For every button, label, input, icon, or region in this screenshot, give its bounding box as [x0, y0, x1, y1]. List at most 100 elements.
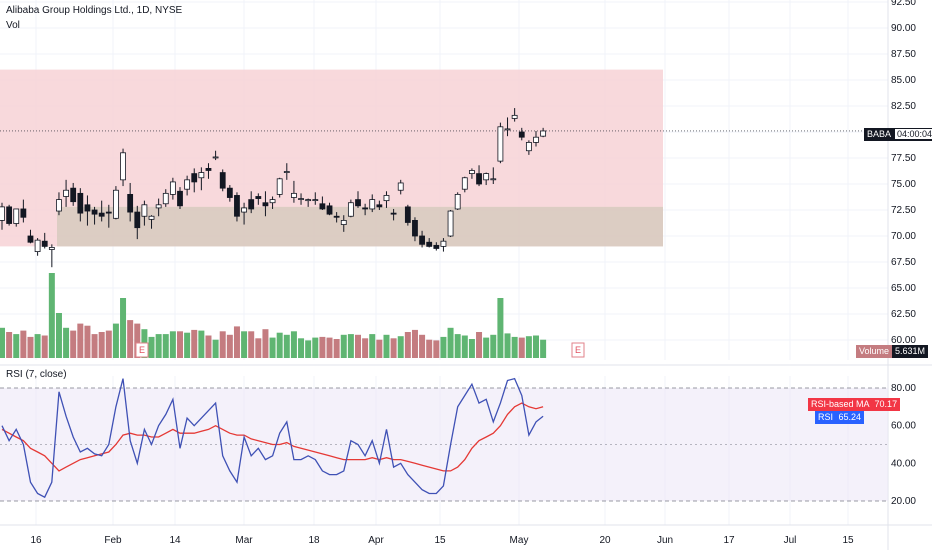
candle-body: [461, 177, 468, 190]
candle-body: [326, 205, 333, 215]
candle-body: [433, 244, 440, 249]
candle-body: [248, 199, 255, 210]
candle-body: [56, 199, 62, 212]
volume-bar: [511, 336, 518, 358]
price-axis: 92.5090.0087.5085.0082.5080.0077.5075.00…: [891, 0, 916, 346]
candle-body: [98, 212, 105, 217]
volume-bar: [340, 334, 347, 358]
candle-body: [0, 206, 5, 221]
rsi-axis-label: 80.00: [891, 383, 916, 394]
volume-bar: [226, 334, 233, 358]
volume-bar: [0, 327, 5, 358]
candle-body: [241, 207, 247, 213]
range-box-grey: [57, 206, 663, 247]
rsi-legend-label[interactable]: RSI (7, close): [6, 369, 67, 380]
candle-body: [312, 199, 319, 202]
rsi-label: RSI: [818, 412, 834, 422]
volume-bar: [255, 338, 262, 358]
candle-body: [511, 114, 518, 119]
candle-body: [269, 199, 276, 204]
time-axis-label: 17: [723, 535, 735, 546]
candle-body: [305, 199, 312, 202]
time-axis-label: 16: [30, 535, 42, 546]
rsi-line: [1, 377, 544, 499]
rsi-tag: RSI 65.24: [815, 411, 865, 424]
volume-bar: [347, 334, 354, 358]
price-axis-label: 92.50: [891, 0, 916, 8]
price-axis-label: 85.00: [891, 75, 916, 86]
candle-body: [70, 187, 77, 203]
time-axis-label: 15: [434, 535, 446, 546]
volume-bar: [383, 334, 390, 358]
time-axis-label: Jun: [657, 535, 673, 546]
candle-body: [291, 192, 297, 198]
candle-body: [120, 152, 126, 181]
volume-bar: [440, 336, 447, 358]
symbol-label: BABA: [867, 129, 891, 139]
volume-bar: [298, 338, 305, 358]
volume-bar: [77, 323, 84, 358]
candle-body: [469, 170, 475, 174]
candle-body: [48, 247, 55, 250]
volume-bar: [169, 331, 176, 358]
volume-bar: [476, 332, 483, 358]
candle-body: [355, 199, 361, 207]
volume-bar: [13, 334, 20, 358]
volume-bar: [55, 313, 62, 358]
volume-bar: [369, 334, 376, 358]
volume-bar: [362, 338, 369, 358]
price-axis-label: 77.50: [891, 153, 916, 164]
volume-bar: [326, 337, 333, 358]
candle-body: [6, 206, 13, 224]
volume-bar: [404, 332, 411, 358]
candle-body: [34, 239, 41, 253]
volume-bar: [198, 330, 205, 358]
candle-body: [397, 182, 404, 191]
candle-body: [525, 141, 532, 152]
rsi-value: 65.24: [838, 412, 862, 422]
time-axis-label: Jul: [784, 535, 797, 546]
volume-bar: [319, 336, 326, 358]
volume-bar: [290, 331, 297, 358]
candle-body: [340, 219, 347, 225]
volume-bar: [241, 331, 248, 358]
price-axis-label: 87.50: [891, 49, 916, 60]
candle-body: [490, 178, 497, 181]
candle-body: [298, 198, 304, 200]
volume-bar: [127, 320, 134, 358]
time-axis-label: 18: [308, 535, 320, 546]
volume-bar: [34, 334, 41, 358]
rsi-ma-value: 70.17: [874, 399, 898, 409]
candle-body: [205, 167, 212, 171]
chart-title: Alibaba Group Holdings Ltd., 1D, NYSE: [6, 5, 183, 16]
candle-body: [134, 211, 141, 229]
candle-body: [454, 193, 461, 210]
candle-body: [404, 206, 411, 223]
rsi-axis-label: 20.00: [891, 496, 916, 507]
volume-bar: [84, 325, 91, 358]
volume-bar: [312, 337, 319, 358]
candle-body: [20, 208, 27, 218]
candle-body: [376, 204, 383, 208]
volume-bar: [105, 330, 112, 358]
volume-bar: [70, 330, 77, 358]
candle-body: [162, 192, 169, 205]
volume-bar: [269, 337, 276, 358]
candle-body: [447, 210, 454, 237]
price-axis-label: 62.50: [891, 309, 916, 320]
candle-body: [440, 240, 447, 247]
price-axis-label: 90.00: [891, 23, 916, 34]
volume-bar: [333, 339, 340, 358]
time-axis-label: 14: [169, 535, 181, 546]
price-axis-label: 75.00: [891, 179, 916, 190]
candle-body: [333, 215, 340, 218]
volume-bar: [419, 334, 426, 358]
candle-body: [184, 179, 191, 190]
volume-bar: [6, 332, 13, 358]
rsi-ma-tag: RSI-based MA 70.17: [808, 398, 901, 411]
volume-bar: [490, 334, 497, 358]
candle-body: [540, 130, 547, 137]
volume-bar: [461, 335, 468, 358]
